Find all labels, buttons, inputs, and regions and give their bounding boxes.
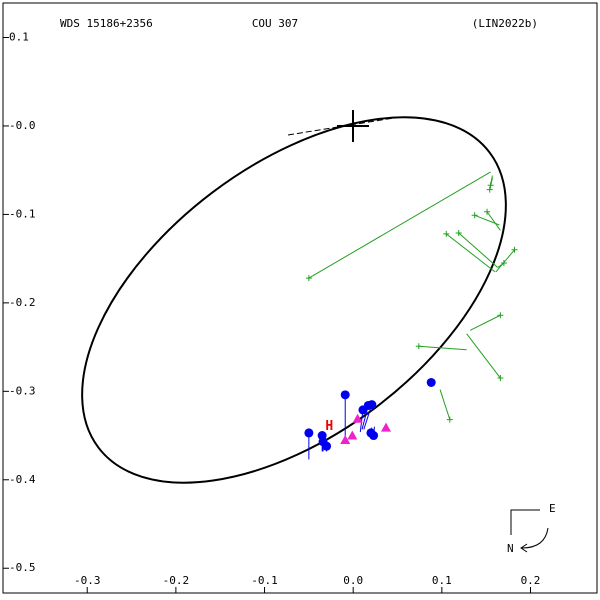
micrometer-point	[443, 230, 450, 237]
micrometer-point	[305, 275, 312, 282]
x-tick-label: 0.0	[343, 574, 363, 587]
residual-line	[495, 249, 515, 273]
micrometer-point	[486, 186, 493, 193]
chart-subtitle: COU 307	[252, 17, 298, 30]
compass-arrow	[520, 527, 549, 553]
y-tick-label: -0.2	[9, 296, 36, 309]
residual-line	[458, 232, 499, 268]
x-tick-label: -0.1	[251, 574, 278, 587]
residual-line	[439, 389, 451, 420]
speckle-point	[367, 400, 377, 410]
triangle-point	[352, 413, 363, 423]
compass	[510, 509, 540, 535]
hipparcos-point: H	[325, 419, 333, 434]
micrometer-point	[487, 182, 494, 189]
micrometer-point	[446, 416, 453, 423]
speckle-point	[340, 390, 350, 400]
speckle-point	[322, 441, 332, 451]
y-tick-label: -0.0	[9, 119, 36, 132]
x-tick-label: 0.2	[521, 574, 541, 587]
micrometer-point	[455, 229, 462, 236]
x-tick-label: -0.2	[163, 574, 190, 587]
micrometer-point	[484, 208, 491, 215]
micrometer-point	[497, 375, 504, 382]
x-tick-label: -0.3	[74, 574, 101, 587]
y-tick-label: 0.1	[9, 30, 29, 43]
y-tick-label: -0.3	[9, 384, 36, 397]
speckle-point	[369, 431, 379, 441]
micrometer-point	[471, 212, 478, 219]
micrometer-point	[511, 246, 518, 253]
micrometer-point	[415, 343, 422, 350]
residual-line	[445, 233, 496, 273]
x-tick-label: 0.1	[432, 574, 452, 587]
compass-east: E	[549, 502, 556, 515]
residual-line	[308, 171, 491, 279]
residual-line	[486, 211, 501, 231]
chart-title: WDS 15186+2356	[60, 17, 153, 30]
speckle-point	[426, 377, 436, 387]
residual-line	[469, 314, 501, 331]
triangle-point	[347, 430, 358, 440]
residual-line	[466, 333, 501, 379]
reference: (LIN2022b)	[472, 17, 538, 30]
micrometer-point	[500, 260, 507, 267]
y-tick-label: -0.5	[9, 561, 36, 574]
y-tick-label: -0.4	[9, 473, 36, 486]
triangle-point	[340, 434, 351, 444]
orbit-ellipse	[81, 116, 507, 484]
compass-north: N	[507, 542, 514, 555]
micrometer-point	[497, 312, 504, 319]
y-tick-label: -0.1	[9, 207, 36, 220]
triangle-point	[380, 422, 391, 432]
residual-line	[418, 345, 467, 351]
speckle-point	[304, 428, 314, 438]
